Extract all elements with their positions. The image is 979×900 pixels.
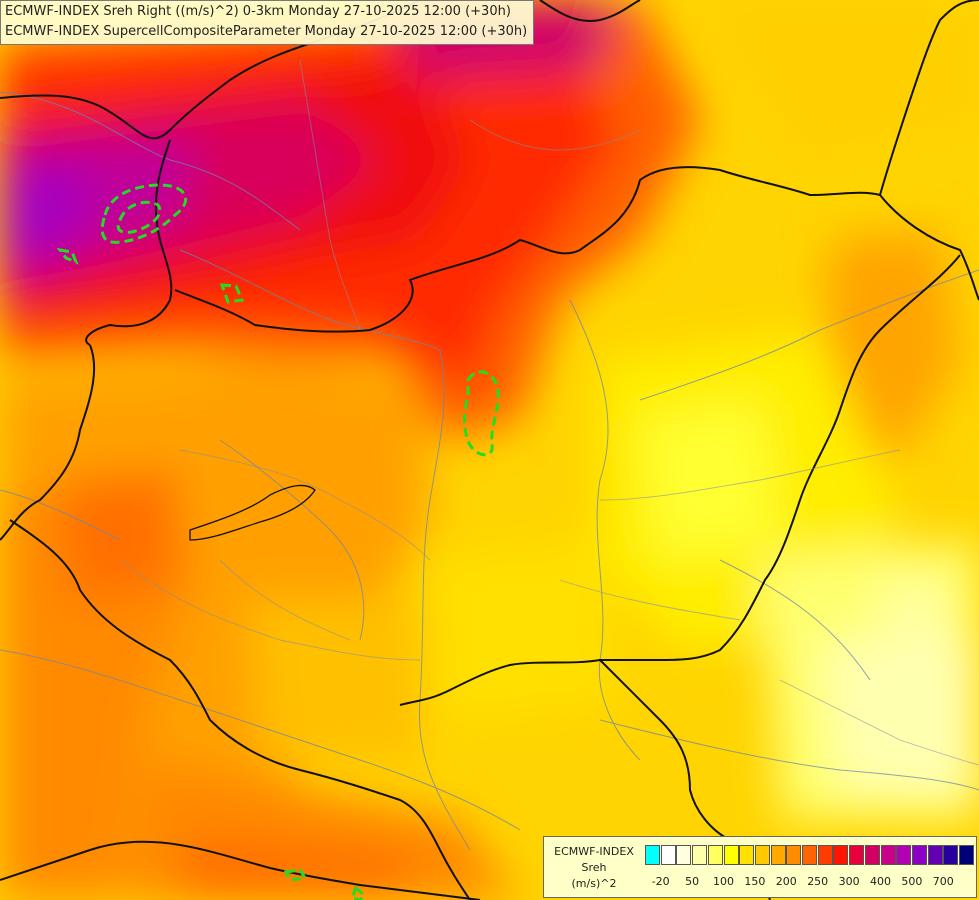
legend-tick-label: 500 [901, 875, 923, 888]
legend-tick-label: 150 [744, 875, 766, 888]
legend-swatch [723, 845, 739, 865]
legend-swatch [896, 845, 912, 865]
legend-tick-label: 100 [713, 875, 734, 888]
scp-contours [56, 183, 500, 900]
legend-tick-label: 50 [685, 875, 700, 888]
legend-tick-label: 700 [932, 875, 954, 888]
legend-swatch [707, 845, 723, 865]
legend-swatch [880, 845, 896, 865]
legend-swatch [849, 845, 865, 865]
title-line-1: ECMWF-INDEX Sreh Right ((m/s)^2) 0-3km M… [5, 4, 511, 19]
legend-tick-label: 300 [838, 875, 860, 888]
legend-swatch [770, 845, 786, 865]
map-title: ECMWF-INDEX Sreh Right ((m/s)^2) 0-3km M… [0, 0, 535, 45]
legend-swatch [786, 845, 802, 865]
legend-swatch [802, 845, 817, 865]
lake-balaton [189, 484, 316, 541]
colorbar-legend: ECMWF-INDEX Sreh (m/s)^2 -20 50 100 150 200 2… [543, 836, 977, 898]
legend-swatch [660, 845, 676, 865]
title-line-2: ECMWF-INDEX SupercellCompositeParameter … [5, 24, 528, 39]
legend-swatch [817, 845, 833, 865]
legend-swatch [911, 845, 927, 865]
legend-units: (m/s)^2 [571, 877, 617, 890]
legend-swatch [692, 845, 708, 865]
legend-swatch [754, 845, 770, 865]
legend-swatch [927, 845, 943, 865]
legend-tick-label: 400 [870, 875, 891, 888]
legend-swatch [943, 845, 959, 865]
legend-tick-label: 250 [807, 875, 829, 888]
legend-swatch [833, 845, 849, 865]
legend-tick-label: -20 [651, 875, 670, 888]
legend-swatch [645, 845, 660, 865]
legend-swatch [676, 845, 692, 865]
region-borders [119, 59, 979, 766]
legend-source: ECMWF-INDEX [554, 845, 634, 858]
legend-tick-label: 200 [775, 875, 797, 888]
legend-swatch [739, 845, 755, 865]
legend-swatch [959, 845, 974, 865]
legend-swatch [864, 845, 880, 865]
legend-variable: Sreh [581, 861, 607, 874]
